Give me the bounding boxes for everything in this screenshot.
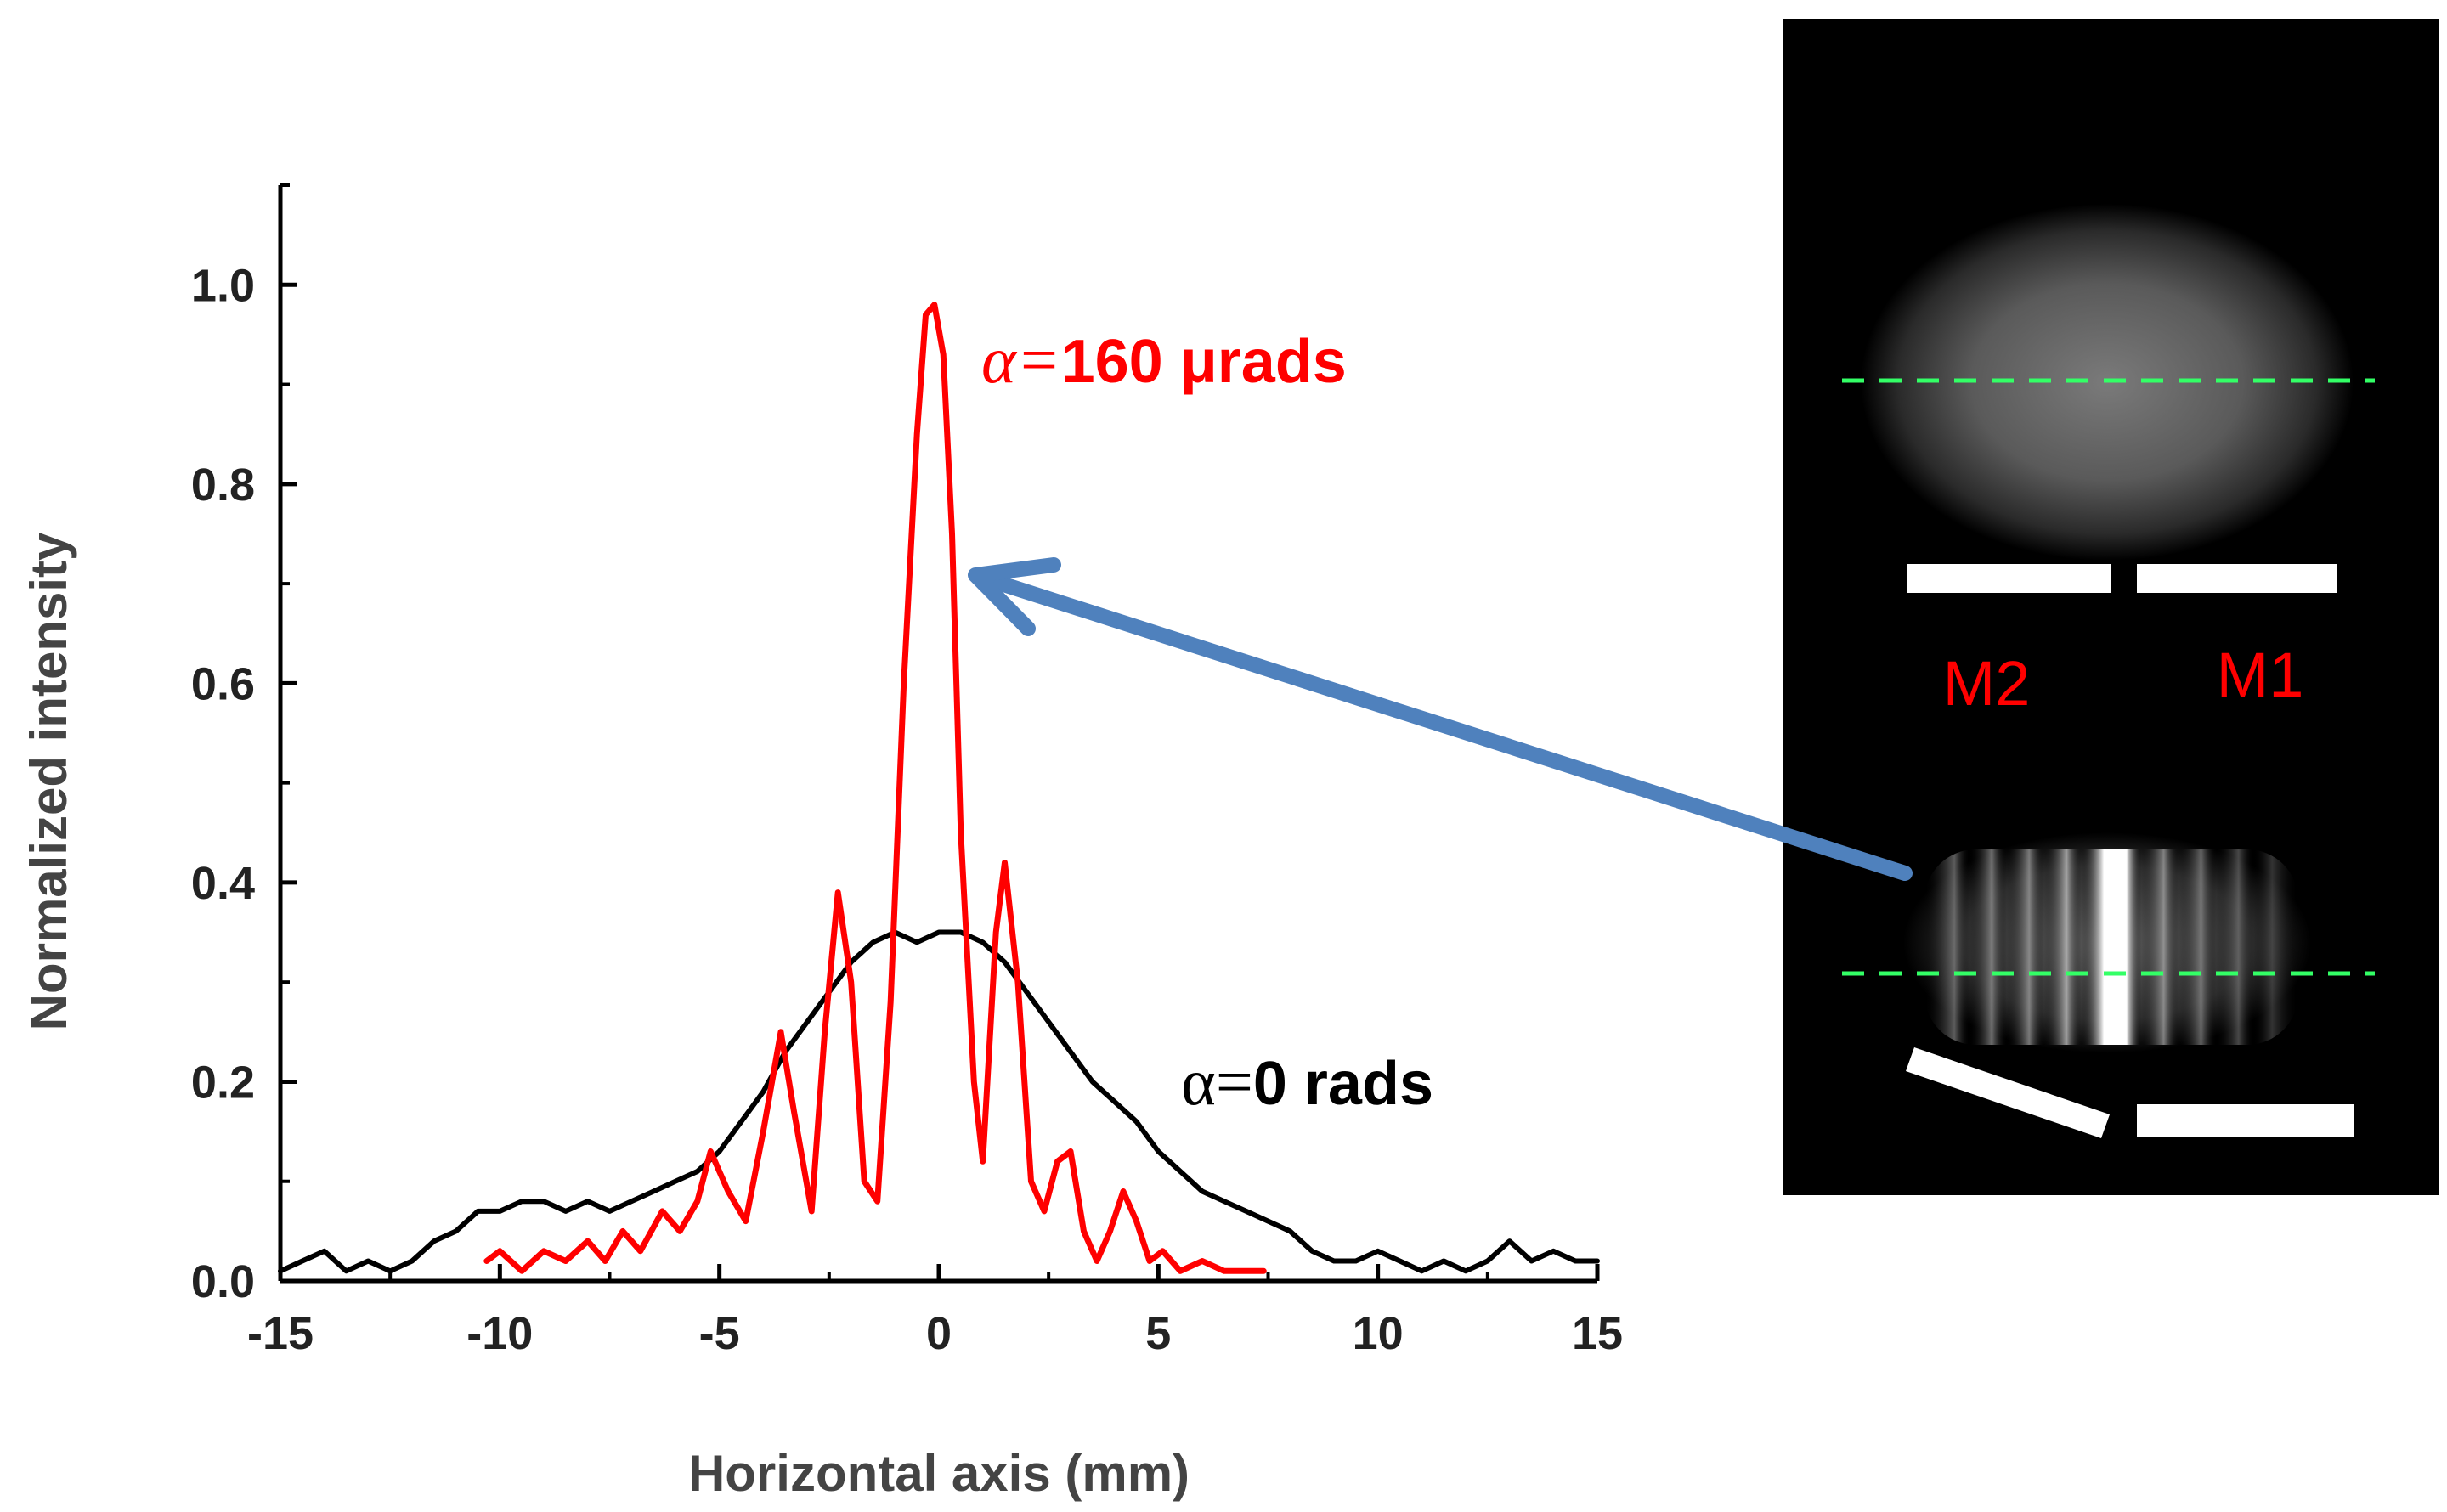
y-ticks: 0.0 0.2 0.4 0.6 0.8 1.0 [191,183,297,1307]
x-axis-title: Horizontal axis (mm) [688,1445,1190,1502]
y-tick-label: 0.8 [191,460,255,511]
y-tick-label: 0.2 [191,1057,255,1108]
series-line-1 [483,302,1267,1274]
y-tick-label: 0.6 [191,658,255,709]
annotation-red: α=160 μrads [981,323,1347,397]
x-ticks: -15 -10 -5 0 5 10 15 [247,1264,1623,1359]
y-tick-label: 0.0 [191,1256,255,1307]
x-tick-label: 5 [1145,1308,1171,1359]
y-tick-label: 0.4 [191,858,255,909]
mirror-label-m2: M2 [1943,648,2031,719]
series-layer [278,302,1600,1274]
annotation-black-symbol: α= [1181,1045,1253,1119]
arrow-head [968,557,1061,636]
beam-fringes [1924,849,2298,1045]
mirror-m1-bottom [2137,1104,2354,1137]
annotation-red-symbol: α= [981,323,1061,397]
mirror-label-m1: M1 [2217,640,2304,710]
mirror-m2-bottom-tilted [1906,1047,2110,1138]
mirror-m2-top [1907,564,2111,593]
inset-image-panel: M2 M1 [1783,19,2439,1195]
x-tick-label: -5 [699,1308,740,1359]
x-tick-label: 15 [1572,1308,1623,1359]
y-tick-label: 1.0 [191,260,255,311]
mirror-m1-top [2137,564,2337,593]
annotation-red-text: 160 μrads [1061,328,1347,396]
x-tick-label: -10 [466,1308,533,1359]
x-tick-label: -15 [247,1308,314,1359]
annotation-black: α=0 rads [1181,1045,1433,1119]
y-axis-title: Normalized intensity [20,532,77,1030]
pointer-arrow [968,557,1913,881]
chart-axes: -15 -10 -5 0 5 10 15 0.0 0.2 0.4 0.6 0.8 1.0 [191,183,1623,1359]
annotation-black-text: 0 rads [1253,1050,1433,1118]
arrow-shaft [991,575,1913,881]
x-tick-label: 0 [926,1308,952,1359]
series-line-0 [278,929,1600,1274]
x-tick-label: 10 [1353,1308,1404,1359]
